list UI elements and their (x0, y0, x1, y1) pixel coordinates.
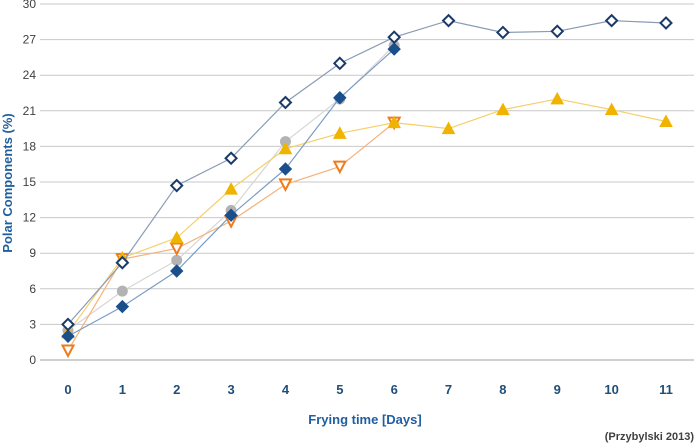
x-tick-label: 11 (659, 382, 673, 397)
y-tick-label: 30 (23, 0, 37, 11)
series-group (60, 13, 673, 359)
gridlines (40, 3, 694, 361)
data-point (332, 126, 347, 139)
y-tick-label: 12 (23, 211, 37, 225)
data-point (169, 242, 184, 257)
data-point (441, 13, 456, 28)
data-point (495, 25, 510, 40)
data-point (332, 160, 347, 175)
y-tick-label: 15 (23, 175, 37, 189)
data-point (550, 91, 565, 105)
x-tick-label: 7 (445, 382, 452, 397)
data-point (169, 178, 184, 193)
data-point (387, 115, 402, 129)
data-point (61, 317, 75, 332)
y-tick-label: 27 (23, 33, 37, 47)
data-point (441, 121, 456, 135)
y-tick-label: 24 (23, 68, 37, 82)
x-tick-label: 9 (554, 382, 561, 397)
y-tick-label: 6 (29, 282, 36, 296)
x-tick-label: 5 (336, 382, 343, 397)
y-tick-label: 9 (29, 246, 36, 260)
series-4 (61, 42, 401, 343)
y-tick-label: 3 (29, 317, 36, 331)
data-point (387, 30, 402, 45)
y-axis-title: Polar Components (%) (0, 113, 15, 252)
data-point (224, 182, 238, 195)
data-point (224, 151, 239, 166)
data-point (224, 208, 238, 222)
data-point (659, 114, 673, 127)
data-point (115, 299, 130, 314)
x-tick-label: 2 (173, 382, 180, 397)
data-point (550, 24, 565, 39)
x-tick-label: 3 (227, 382, 234, 397)
data-point (278, 95, 293, 110)
x-tick-label: 8 (499, 382, 506, 397)
y-tick-label: 0 (29, 353, 36, 367)
x-tick-labels: 0 1 2 3 4 5 6 7 8 9 10 11 (64, 382, 672, 397)
data-point (278, 178, 293, 193)
data-point (333, 91, 347, 105)
y-tick-label: 18 (23, 139, 37, 153)
data-point (170, 264, 184, 278)
data-point (604, 13, 619, 28)
data-point (60, 344, 76, 359)
data-point (61, 329, 75, 343)
series-line (67, 98, 667, 334)
data-point (278, 162, 293, 176)
credit-text: (Przybylski 2013) (605, 431, 695, 443)
x-tick-label: 1 (119, 382, 126, 397)
data-point (116, 285, 128, 297)
data-point (604, 102, 619, 116)
x-tick-label: 0 (64, 382, 71, 397)
data-point (278, 141, 293, 155)
data-point (496, 102, 510, 116)
series-1 (61, 91, 673, 339)
series-0 (61, 13, 673, 332)
y-tick-label: 21 (23, 104, 37, 118)
data-point (115, 255, 130, 270)
y-tick-labels: 0 3 6 9 12 15 18 21 24 27 30 (23, 0, 37, 367)
x-tick-label: 6 (391, 382, 398, 397)
data-point (332, 56, 347, 71)
series-line (67, 19, 667, 325)
data-point (659, 16, 673, 30)
x-tick-label: 4 (282, 382, 290, 397)
data-point (387, 42, 401, 56)
x-axis-title: Frying time [Days] (308, 412, 421, 427)
data-point (171, 254, 183, 266)
x-tick-label: 10 (604, 382, 618, 397)
data-point (169, 230, 184, 244)
